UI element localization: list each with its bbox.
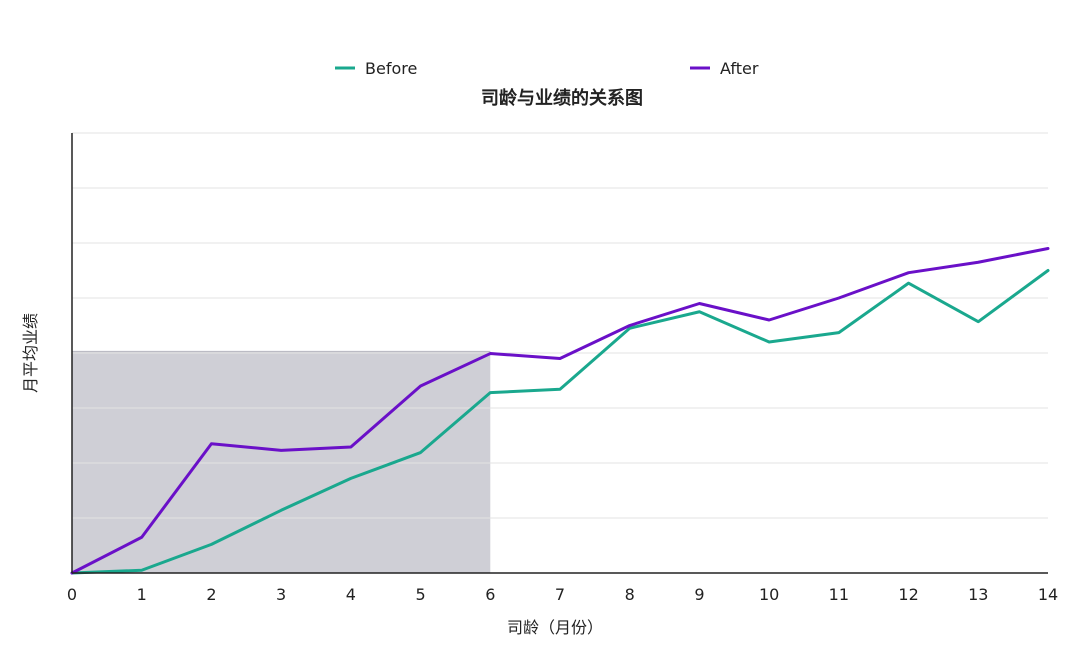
chart-title: 司龄与业绩的关系图 bbox=[481, 87, 643, 109]
legend-item-after: After bbox=[690, 59, 759, 78]
x-tick-label: 14 bbox=[1038, 585, 1058, 604]
x-tick-label: 6 bbox=[485, 585, 495, 604]
x-tick-label: 5 bbox=[415, 585, 425, 604]
x-tick-label: 13 bbox=[968, 585, 988, 604]
x-tick-label: 12 bbox=[898, 585, 918, 604]
x-tick-label: 0 bbox=[67, 585, 77, 604]
x-tick-label: 2 bbox=[206, 585, 216, 604]
series-lines bbox=[70, 247, 1050, 575]
x-axis-label: 司龄（月份） bbox=[507, 618, 603, 637]
y-axis-label: 月平均业绩 bbox=[21, 313, 40, 393]
gridlines bbox=[72, 132, 1048, 519]
x-tick-label: 8 bbox=[625, 585, 635, 604]
x-tick-label: 9 bbox=[694, 585, 704, 604]
series-line-before bbox=[70, 269, 1050, 575]
legend-label: After bbox=[720, 59, 759, 78]
x-tick-label: 7 bbox=[555, 585, 565, 604]
x-tick-labels: 0 1 2 3 4 5 6 7 8 9 10 11 12 13 14 bbox=[67, 585, 1058, 604]
x-tick-label: 11 bbox=[829, 585, 849, 604]
legend-label: Before bbox=[365, 59, 417, 78]
x-tick-label: 3 bbox=[276, 585, 286, 604]
x-tick-label: 1 bbox=[137, 585, 147, 604]
legend-item-before: Before bbox=[335, 59, 417, 78]
legend: Before After bbox=[335, 59, 759, 78]
series-line-after bbox=[70, 247, 1050, 575]
x-tick-label: 4 bbox=[346, 585, 356, 604]
x-tick-label: 10 bbox=[759, 585, 779, 604]
